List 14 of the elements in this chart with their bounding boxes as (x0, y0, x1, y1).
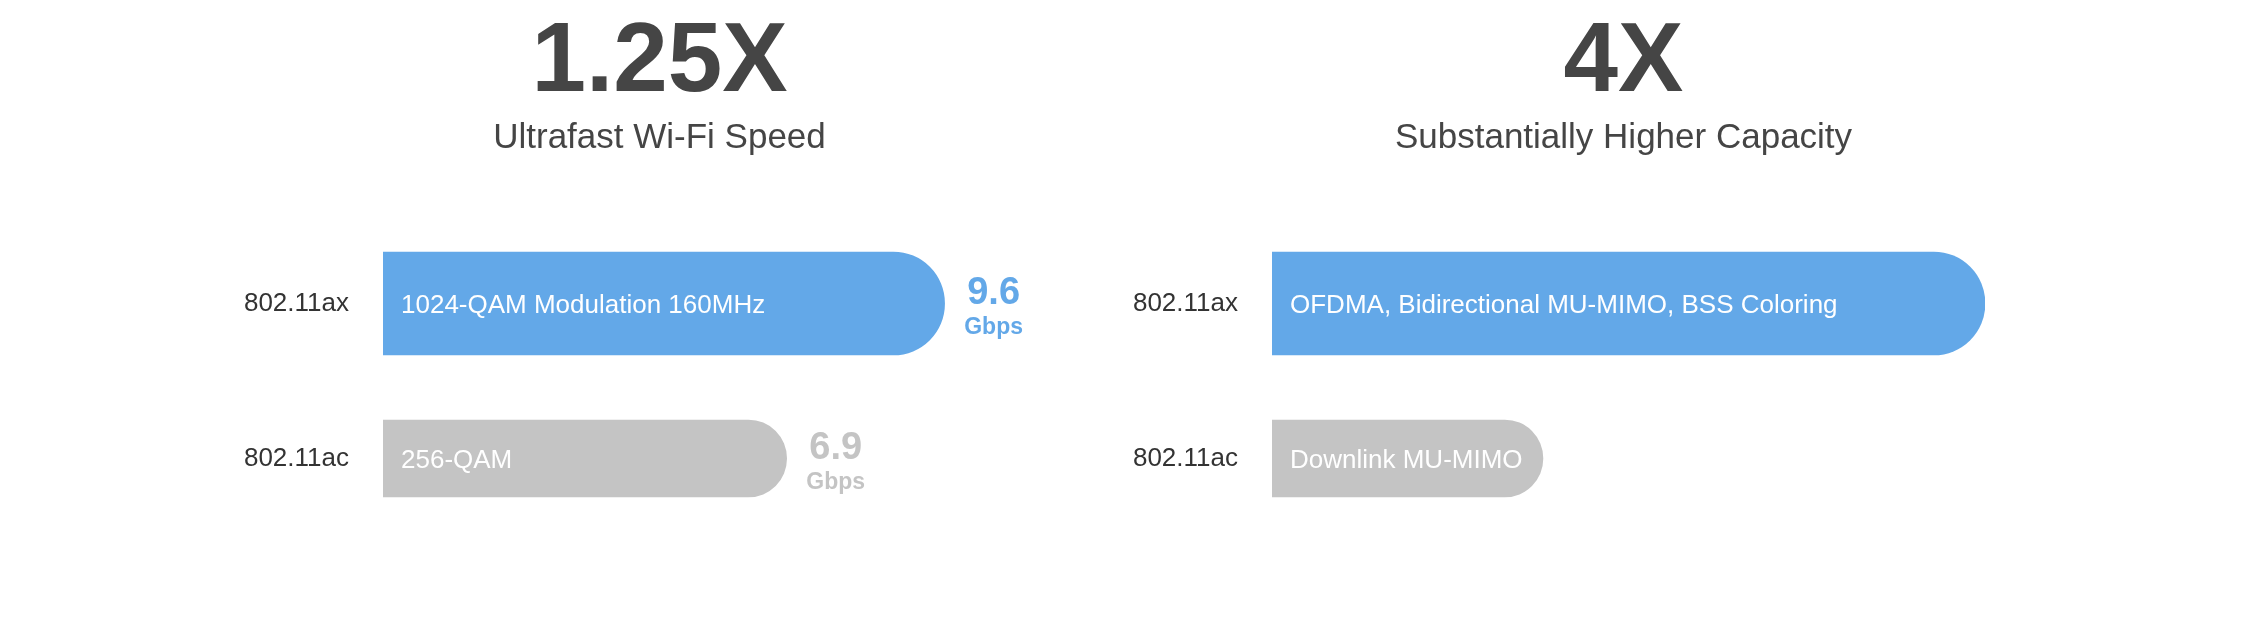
chart-subtitle: Substantially Higher Capacity (1394, 116, 1853, 155)
data-label: 6.9 Gbps (806, 424, 866, 494)
y-tick-label: 802.11ac (1132, 441, 1238, 472)
data-label: 9.6 Gbps (964, 269, 1023, 339)
chart-title: 1.25X (531, 2, 788, 112)
annotation: OFDMA, Bidirectional MU-MIMO, BSS Coloring (1290, 288, 1838, 319)
annotation: 1024-QAM Modulation 160MHz (401, 288, 766, 319)
y-tick-label: 802.11ac (243, 441, 349, 472)
annotation: Downlink MU-MIMO (1290, 443, 1523, 474)
y-tick-label: 802.11ax (1132, 286, 1238, 317)
y-tick-label: 802.11ax (243, 286, 349, 317)
annotation: 256-QAM (401, 443, 513, 474)
chart-title: 4X (1563, 2, 1684, 112)
chart-subtitle: Ultrafast Wi-Fi Speed (493, 116, 826, 155)
